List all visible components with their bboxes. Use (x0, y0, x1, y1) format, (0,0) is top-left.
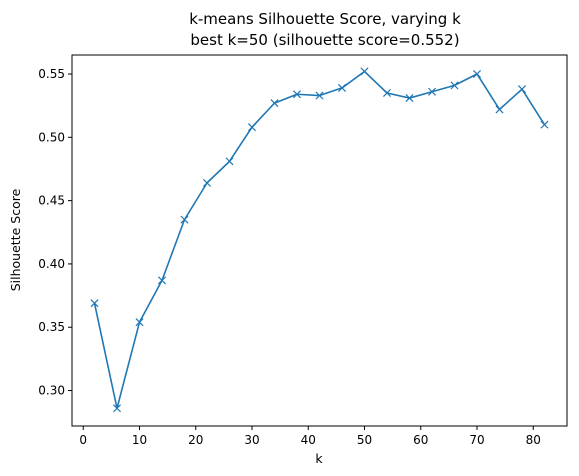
data-point-marker (472, 69, 482, 79)
data-point-marker (202, 178, 212, 187)
data-point-marker (90, 299, 99, 308)
data-point-marker (382, 88, 392, 98)
x-tick-label: 50 (357, 433, 372, 447)
data-point-marker (427, 87, 437, 96)
y-tick-label: 0.50 (38, 130, 65, 144)
series-line (93, 70, 546, 410)
x-tick-label: 20 (188, 433, 203, 447)
x-tick-label: 0 (79, 433, 87, 447)
data-point-marker (247, 123, 257, 132)
chart-subtitle: best k=50 (silhouette score=0.552) (190, 31, 459, 49)
x-tick-label: 70 (469, 433, 484, 447)
data-point-marker (337, 83, 347, 92)
data-point-marker (292, 90, 302, 99)
data-point-marker (180, 215, 189, 224)
x-tick-label: 80 (526, 433, 541, 447)
data-point-marker (315, 91, 324, 100)
data-point-marker (225, 157, 234, 166)
data-point-marker (405, 94, 414, 103)
data-point-marker (360, 67, 369, 76)
y-tick-label: 0.40 (38, 257, 65, 271)
x-tick-label: 40 (301, 433, 316, 447)
chart-title: k-means Silhouette Score, varying k (189, 10, 461, 28)
x-tick-label: 60 (413, 433, 428, 447)
y-axis-label: Silhouette Score (8, 188, 23, 291)
y-tick-label: 0.35 (38, 320, 65, 334)
data-point-marker (517, 85, 527, 94)
x-tick-label: 30 (244, 433, 259, 447)
y-tick-label: 0.30 (38, 384, 65, 398)
data-point-marker (270, 99, 279, 108)
data-point-marker (495, 105, 504, 114)
x-tick-label: 10 (132, 433, 147, 447)
data-point-marker (157, 276, 167, 285)
y-tick-label: 0.55 (38, 67, 65, 81)
data-point-marker (540, 120, 549, 129)
data-point-marker (450, 81, 459, 90)
plot-frame (71, 54, 568, 427)
y-tick-label: 0.45 (38, 194, 65, 208)
data-point-marker (112, 404, 122, 413)
data-point-marker (135, 318, 144, 327)
plot-area: 0 10 20 30 40 50 60 70 80 0.30 0.35 0.40 0.45 0.50 0.5… (38, 67, 549, 447)
x-axis-label: k (315, 451, 323, 466)
